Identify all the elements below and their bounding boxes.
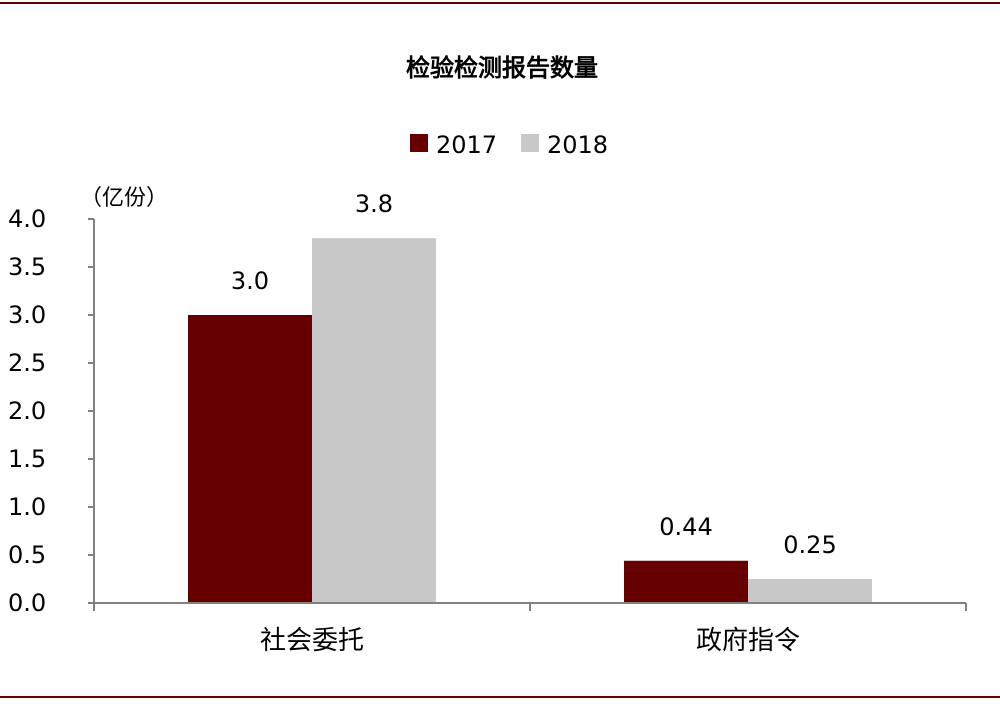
legend-label-2018: 2018 — [547, 131, 608, 159]
legend-label-2017: 2017 — [436, 131, 497, 159]
bar-2018-0 — [312, 238, 436, 603]
data-label: 3.8 — [355, 190, 393, 218]
data-label: 0.25 — [783, 531, 836, 559]
x-axis: 社会委托 政府指令 — [93, 602, 967, 656]
y-tick-label: 1.5 — [8, 445, 46, 473]
bottom-rule — [0, 696, 1000, 698]
bar-2017-0 — [188, 315, 312, 603]
y-tick-label: 0.0 — [8, 589, 46, 617]
top-rule — [0, 2, 1000, 4]
legend: 2017 2018 — [410, 131, 608, 159]
y-tick-label: 2.5 — [8, 349, 46, 377]
bars — [188, 238, 872, 603]
y-tick-label: 3.0 — [8, 301, 46, 329]
y-tick-label: 3.5 — [8, 253, 46, 281]
y-axis-unit-label: （亿份） — [80, 186, 168, 211]
category-label: 政府指令 — [696, 626, 800, 656]
data-label: 3.0 — [231, 267, 269, 295]
y-tick-label: 4.0 — [8, 205, 46, 233]
bar-2017-1 — [624, 560, 748, 603]
data-label: 0.44 — [659, 513, 712, 541]
y-tick-label: 0.5 — [8, 541, 46, 569]
y-tick-label: 2.0 — [8, 397, 46, 425]
chart-title: 检验检测报告数量 — [406, 54, 598, 82]
bar-2018-1 — [748, 579, 872, 603]
data-labels: 3.0 3.8 0.44 0.25 — [231, 190, 837, 559]
legend-swatch-2018 — [521, 134, 539, 152]
y-tick-label: 1.0 — [8, 493, 46, 521]
legend-swatch-2017 — [410, 134, 428, 152]
y-axis: 0.0 0.5 1.0 1.5 2.0 2.5 3.0 3.5 4.0 — [8, 205, 95, 617]
category-label: 社会委托 — [260, 626, 364, 656]
